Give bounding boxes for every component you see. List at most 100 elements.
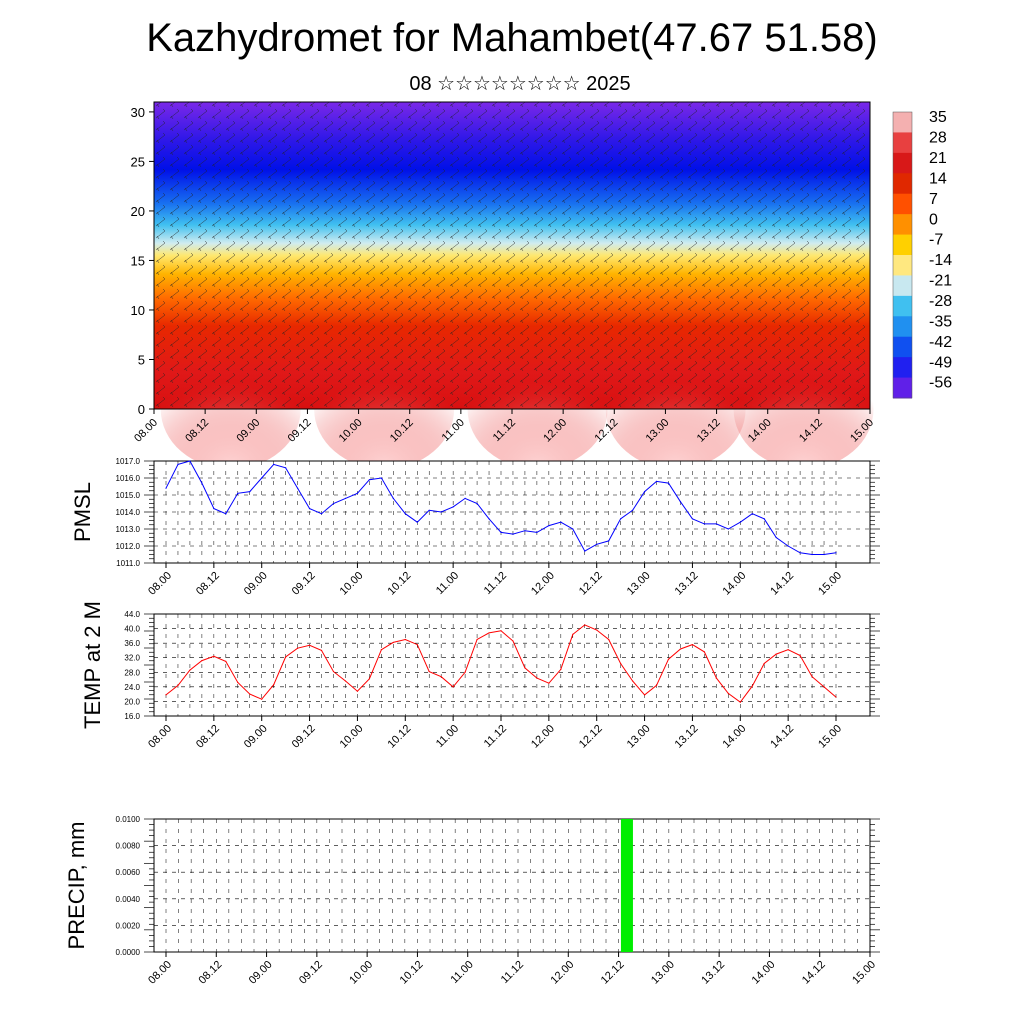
data-point (332, 502, 335, 505)
x-tick-label: 11.12 (482, 723, 509, 750)
data-point (452, 686, 454, 688)
data-point (237, 681, 239, 684)
y-tick-label: 24.0 (124, 683, 140, 692)
y-tick-label: 0.0000 (116, 948, 141, 957)
data-point (823, 553, 825, 556)
data-point (500, 531, 502, 534)
data-point (608, 638, 610, 641)
colorbar: 35 28 21 14 7 0 -7 -14 -21 -28 -35 -42 -49 -56 (892, 109, 952, 399)
x-tick-label: 13.12 (699, 959, 727, 987)
colorbar-label: 0 (929, 211, 938, 228)
colorbar-swatch (893, 275, 912, 297)
data-point (273, 463, 275, 465)
x-tick-label: 10.12 (385, 570, 413, 598)
x-tick-label: 12.00 (548, 959, 576, 987)
data-point (380, 477, 382, 479)
data-point (320, 513, 323, 515)
y-tick-label: 36.0 (124, 639, 140, 648)
y-tick-label: 20 (131, 204, 145, 219)
page-title: Kazhydromet for Mahambet(47.67 51.58) (146, 16, 878, 60)
data-point (584, 624, 586, 626)
data-point (392, 641, 394, 644)
data-point (691, 518, 694, 520)
y-tick-label: 1012.0 (116, 542, 141, 551)
data-point (261, 477, 263, 479)
data-point (512, 640, 514, 642)
data-point (775, 653, 777, 655)
colorbar-swatch (893, 377, 912, 399)
data-point (560, 668, 562, 670)
colorbar-swatch (893, 316, 912, 338)
data-point (368, 479, 370, 481)
y-axis-label: TEMP at 2 M (80, 601, 105, 729)
data-point (739, 521, 741, 523)
data-point (476, 502, 478, 505)
data-point (165, 694, 167, 696)
plot-frame (153, 818, 871, 953)
x-tick-label: 13.00 (649, 959, 677, 987)
page-subtitle: 08 ☆☆☆☆☆☆☆☆ 2025 (409, 73, 631, 95)
data-point (667, 482, 670, 484)
data-point (213, 508, 215, 510)
x-tick-label: 15.00 (816, 570, 844, 598)
data-point (691, 644, 694, 646)
x-tick-label: 09.00 (247, 959, 275, 987)
data-point (715, 523, 717, 525)
colorbar-frame (892, 111, 913, 399)
colorbar-swatch (893, 295, 912, 317)
data-point (416, 521, 418, 523)
y-tick-label: 0.0080 (116, 842, 141, 851)
pmsl-panel: 1011.0 1012.0 1013.0 1014.0 1015.0 1016.0 1017… (70, 457, 880, 598)
data-point (751, 513, 753, 515)
colorbar-label: 7 (929, 191, 938, 208)
data-point (273, 684, 275, 686)
data-point (655, 480, 658, 482)
data-point (189, 460, 191, 462)
data-point (344, 680, 347, 682)
x-tick-label: 14.00 (720, 723, 748, 751)
y-tick-label: 0 (138, 402, 145, 417)
colorbar-swatch (893, 357, 912, 379)
data-point (632, 509, 634, 511)
x-tick-label: 13.12 (673, 723, 701, 751)
data-point (488, 632, 490, 634)
plot-background (154, 461, 870, 563)
data-point (404, 513, 406, 515)
x-tick-label: 14.12 (800, 959, 828, 987)
colorbar-label: -21 (929, 273, 952, 290)
data-point (679, 648, 682, 650)
data-point (225, 513, 227, 515)
colorbar-label: 21 (929, 150, 947, 167)
data-point (596, 629, 598, 631)
x-tick-label: 12.12 (599, 959, 627, 987)
colorbar-label: -42 (929, 334, 952, 351)
data-point (572, 528, 574, 530)
data-point (799, 654, 801, 657)
data-point (225, 660, 227, 662)
data-point (835, 696, 837, 698)
x-tick-label: 13.00 (625, 570, 653, 598)
y-tick-label: 10 (131, 303, 145, 318)
data-point (201, 660, 203, 662)
y-tick-label: 1017.0 (116, 457, 141, 466)
y-tick-label: 1014.0 (116, 508, 141, 517)
y-tick-label: 1016.0 (116, 474, 141, 483)
data-point (739, 701, 741, 703)
data-point (320, 649, 323, 652)
x-tick-label: 09.00 (242, 570, 270, 598)
data-point (751, 685, 753, 687)
x-tick-label: 09.00 (242, 723, 270, 751)
colorbar-label: 28 (929, 130, 947, 147)
colorbar-swatch (893, 132, 912, 154)
data-point (440, 676, 442, 678)
data-point (332, 670, 335, 673)
data-point (285, 467, 287, 469)
data-point (177, 684, 179, 687)
data-point (380, 649, 382, 651)
data-point (476, 638, 478, 641)
y-tick-label: 0.0040 (116, 895, 141, 904)
data-point (524, 667, 526, 669)
data-point (512, 533, 514, 535)
colorbar-label: -7 (929, 232, 943, 249)
